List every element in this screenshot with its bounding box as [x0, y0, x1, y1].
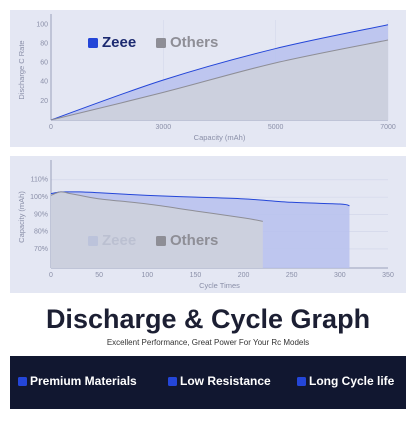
- area: [51, 191, 263, 268]
- x-tick-label: 200: [238, 272, 250, 279]
- x-axis-label: Cycle Times: [199, 281, 240, 290]
- y-tick-label: 80%: [34, 229, 48, 236]
- line: [50, 191, 263, 222]
- x-tick-label: 0: [49, 124, 53, 131]
- legend-swatch: [156, 236, 166, 246]
- y-tick-label: 110%: [31, 177, 48, 184]
- x-tick-label: 250: [286, 272, 298, 279]
- line: [50, 24, 389, 121]
- legend-swatch: [88, 38, 98, 48]
- line: [50, 39, 389, 121]
- feature-label: Long Cycle life: [309, 374, 395, 388]
- line: [50, 191, 350, 207]
- y-tick-label: 90%: [34, 211, 48, 218]
- feature-icon: [18, 377, 27, 386]
- legend-label: Others: [170, 232, 218, 249]
- feature-label: Premium Materials: [30, 374, 137, 388]
- y-axis-label: Capacity (mAh): [17, 191, 26, 243]
- x-tick-label: 0: [49, 272, 53, 279]
- area: [51, 40, 388, 120]
- y-tick-label: 60: [40, 60, 48, 67]
- x-tick-label: 100: [141, 272, 153, 279]
- x-tick-label: 300: [334, 272, 346, 279]
- y-axis-label: Discharge C Rate: [17, 40, 26, 99]
- headline: Discharge & Cycle Graph: [46, 304, 370, 334]
- x-tick-label: 3000: [156, 124, 172, 131]
- x-axis-label: Capacity (mAh): [194, 133, 246, 142]
- legend-label: Zeee: [102, 34, 136, 51]
- y-tick-label: 100: [36, 22, 48, 29]
- y-tick-label: 20: [40, 98, 48, 105]
- y-tick-label: 70%: [34, 246, 48, 253]
- legend-label: Others: [170, 34, 218, 51]
- y-tick-label: 100%: [30, 194, 48, 201]
- subtitle: Excellent Performance, Great Power For Y…: [107, 338, 309, 347]
- x-tick-label: 50: [95, 272, 103, 279]
- feature-icon: [297, 377, 306, 386]
- x-tick-label: 5000: [268, 124, 284, 131]
- x-tick-label: 7000: [380, 124, 396, 131]
- feature-icon: [168, 377, 177, 386]
- legend-swatch: [156, 38, 166, 48]
- y-tick-label: 80: [40, 41, 48, 48]
- x-tick-label: 350: [382, 272, 394, 279]
- x-tick-label: 150: [190, 272, 202, 279]
- feature-label: Low Resistance: [180, 374, 271, 388]
- feature-bar: [10, 356, 406, 409]
- y-tick-label: 40: [40, 79, 48, 86]
